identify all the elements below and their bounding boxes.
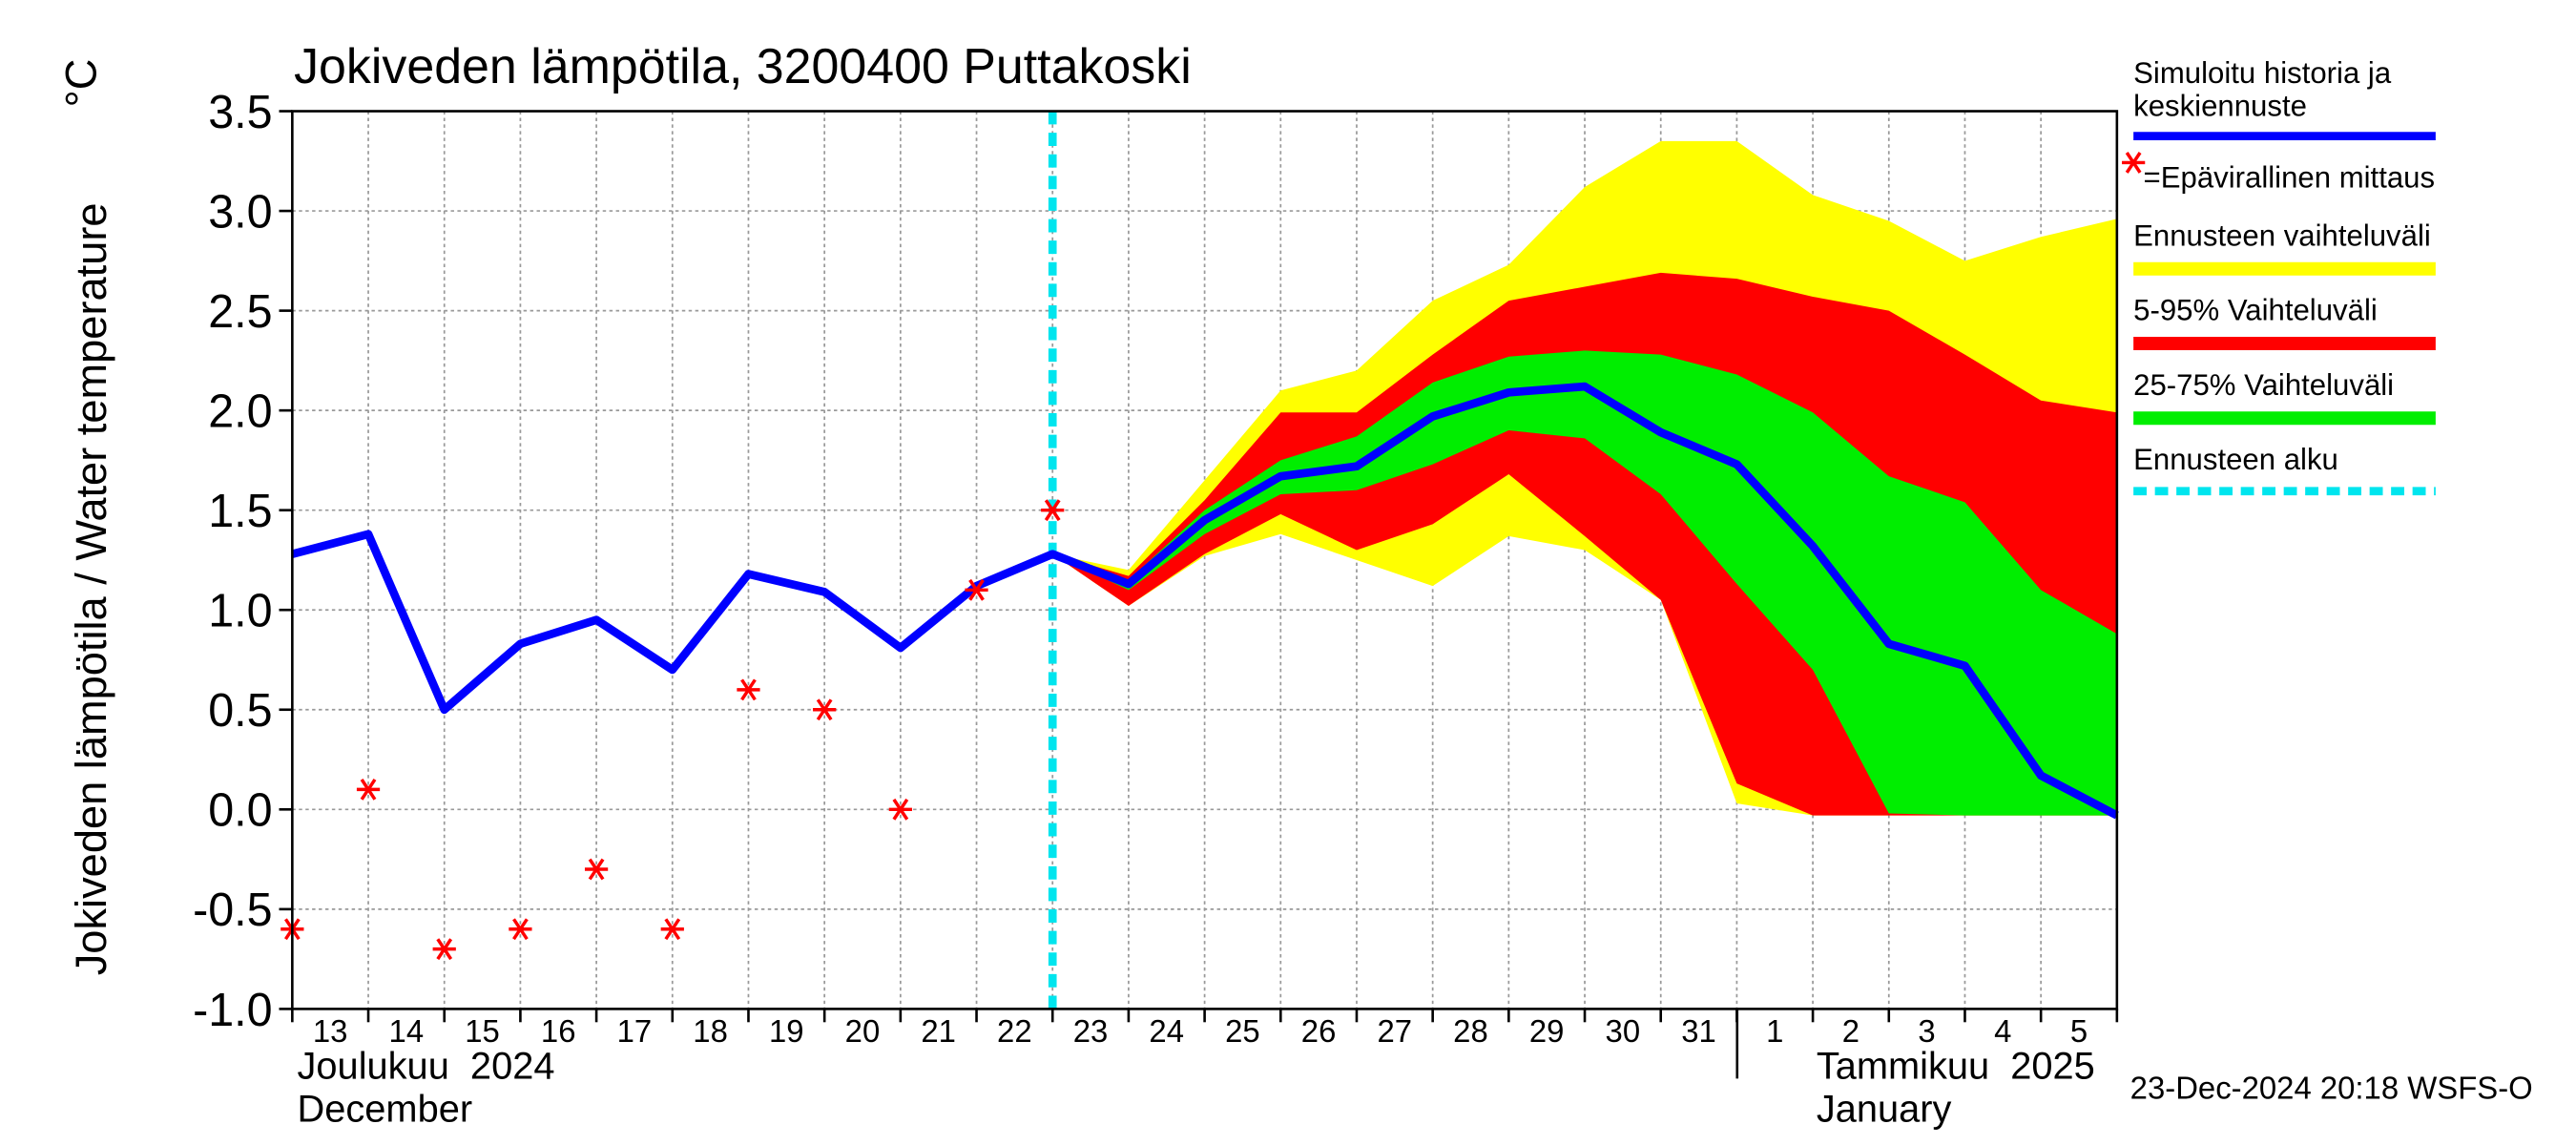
measurement-point <box>965 578 988 601</box>
legend-label: 25-75% Vaihteluväli <box>2133 368 2394 402</box>
month-label: Tammikuu 2025 <box>1817 1045 2095 1087</box>
y-tick-label: 1.0 <box>208 586 272 637</box>
asterisk-stroke <box>436 938 453 961</box>
x-tick-label: 26 <box>1301 1013 1337 1049</box>
x-tick-label: 29 <box>1529 1013 1565 1049</box>
asterisk-stroke <box>512 918 529 941</box>
asterisk-stroke <box>2125 152 2142 174</box>
measurement-point <box>1041 499 1065 522</box>
measurement-point <box>432 938 456 961</box>
legend-label: 5-95% Vaihteluväli <box>2133 294 2378 327</box>
chart-title: Jokiveden lämpötila, 3200400 Puttakoski <box>294 39 1192 94</box>
x-tick-label: 20 <box>845 1013 881 1049</box>
x-tick-label: 28 <box>1453 1013 1488 1049</box>
legend-label: =Epävirallinen mittaus <box>2144 160 2436 194</box>
y-tick-label: 0.0 <box>208 785 272 837</box>
x-tick-label: 31 <box>1681 1013 1716 1049</box>
measurement-point <box>737 678 760 701</box>
forecast-band <box>1052 350 2117 816</box>
measurement-point <box>2122 152 2146 174</box>
measurement-point <box>813 698 837 721</box>
x-tick-label: 16 <box>541 1013 576 1049</box>
legend-label: Ennusteen vaihteluväli <box>2133 219 2431 252</box>
y-tick-label: -0.5 <box>193 885 272 936</box>
asterisk-stroke <box>360 779 377 801</box>
x-tick-label: 23 <box>1073 1013 1109 1049</box>
x-tick-label: 30 <box>1606 1013 1641 1049</box>
x-tick-label: 27 <box>1377 1013 1412 1049</box>
legend-label: Simuloitu historia ja keskiennuste <box>2133 56 2392 123</box>
month-label-en: January <box>1817 1089 1952 1131</box>
x-tick-label: 15 <box>465 1013 500 1049</box>
x-tick-label: 1 <box>1766 1013 1783 1049</box>
measurement-point <box>660 918 684 941</box>
x-tick-label: 5 <box>2070 1013 2088 1049</box>
y-axis-label: Jokiveden lämpötila / Water temperature <box>67 202 115 975</box>
x-tick-label: 17 <box>617 1013 653 1049</box>
x-tick-label: 22 <box>997 1013 1032 1049</box>
x-tick-label: 19 <box>769 1013 804 1049</box>
y-tick-label: -1.0 <box>193 985 272 1036</box>
asterisk-stroke <box>968 578 985 601</box>
asterisk-stroke <box>740 678 757 701</box>
x-tick-label: 24 <box>1149 1013 1184 1049</box>
x-tick-label: 14 <box>389 1013 425 1049</box>
measurement-point <box>888 798 912 821</box>
measurement-point <box>509 918 532 941</box>
y-tick-label: 3.0 <box>208 186 272 238</box>
x-tick-label: 25 <box>1225 1013 1260 1049</box>
x-tick-label: 21 <box>921 1013 956 1049</box>
month-label-en: December <box>298 1089 473 1131</box>
y-tick-label: 2.5 <box>208 286 272 338</box>
x-tick-label: 4 <box>1994 1013 2011 1049</box>
legend-label: Ennusteen alku <box>2133 443 2338 476</box>
y-tick-label: 3.5 <box>208 87 272 138</box>
asterisk-stroke <box>664 918 681 941</box>
x-tick-label: 2 <box>1842 1013 1859 1049</box>
x-tick-label: 18 <box>693 1013 728 1049</box>
asterisk-stroke <box>1044 499 1061 522</box>
month-label: Joulukuu 2024 <box>298 1045 555 1087</box>
y-axis-unit: °C <box>56 59 105 108</box>
y-tick-label: 1.5 <box>208 486 272 537</box>
x-tick-label: 3 <box>1918 1013 1935 1049</box>
asterisk-stroke <box>892 798 909 821</box>
asterisk-stroke <box>588 858 605 881</box>
series-line <box>291 382 2119 820</box>
y-tick-label: 0.5 <box>208 685 272 737</box>
footer: 23-Dec-2024 20:18 WSFS-O <box>2130 1070 2533 1105</box>
x-tick-label: 13 <box>313 1013 348 1049</box>
measurement-point <box>356 779 381 801</box>
y-tick-label: 2.0 <box>208 385 272 437</box>
measurement-point <box>584 858 609 881</box>
asterisk-stroke <box>816 698 833 721</box>
